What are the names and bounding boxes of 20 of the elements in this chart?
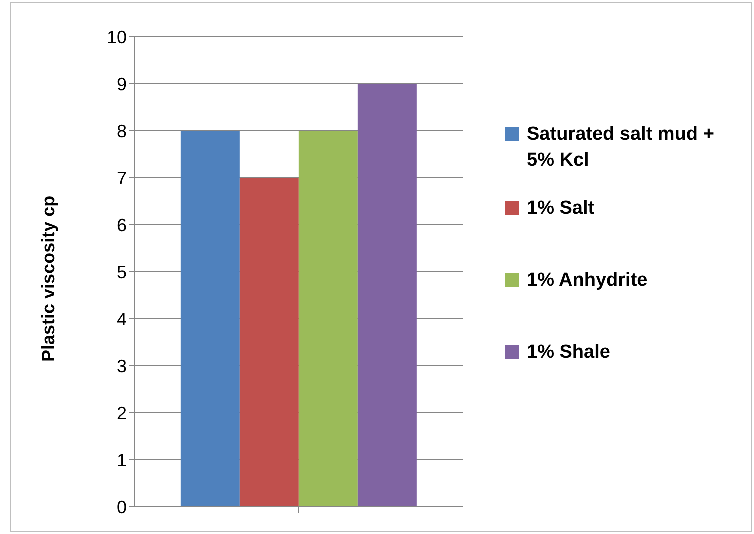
- bar: [240, 178, 299, 507]
- y-tick-label: 7: [116, 168, 127, 188]
- legend-label: 1% Salt: [527, 197, 596, 221]
- legend-label: Saturated salt mud + 5% Kcl: [527, 123, 716, 173]
- y-axis-title: Plastic viscosity cp: [38, 196, 58, 362]
- y-tick-label: 6: [116, 215, 127, 236]
- bar: [358, 84, 417, 507]
- bar: [298, 131, 358, 507]
- y-tick-label: 9: [116, 74, 127, 94]
- y-tick-label: 0: [116, 497, 127, 518]
- y-tick-label: 3: [116, 356, 127, 376]
- y-tick-label: 8: [116, 121, 127, 142]
- y-tick-label: 2: [116, 403, 127, 424]
- bar: [180, 131, 240, 507]
- legend-label: 1% Shale: [527, 341, 612, 365]
- legend-label: 1% Anhydrite: [527, 269, 649, 293]
- y-tick-label: 5: [116, 262, 127, 282]
- y-tick-label: 10: [106, 27, 127, 48]
- y-tick-label: 4: [116, 309, 127, 330]
- y-tick-label: 1: [116, 450, 127, 470]
